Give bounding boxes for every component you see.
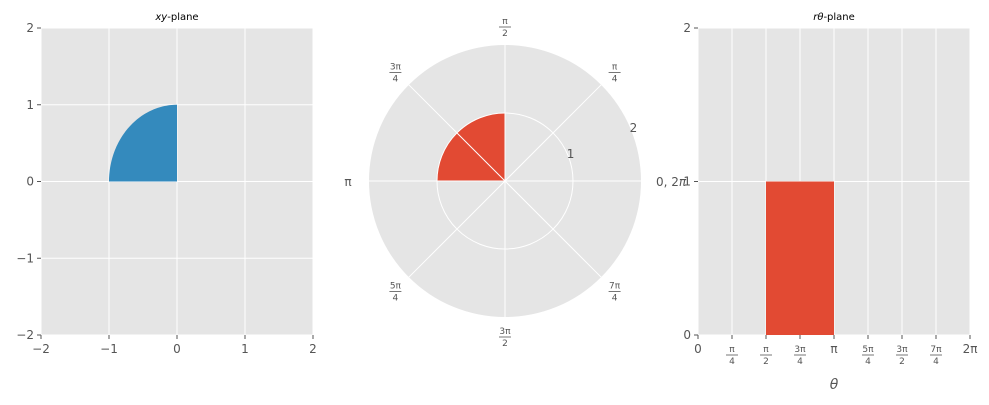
rtheta-xtick-label: 5π4 (861, 345, 874, 367)
rtheta-xtick-label: π4 (725, 345, 738, 367)
polar-theta-label: 3π4 (389, 62, 402, 84)
polar-theta-label-denominator: 4 (612, 294, 618, 304)
rtheta-xtick-label: 3π2 (895, 345, 908, 367)
rtheta-xtick-label: 0 (694, 342, 702, 356)
polar-theta-label-numerator: 7π (609, 282, 621, 292)
rtheta-xtick-label: 7π4 (929, 345, 942, 367)
xy-ytick-label: 1 (26, 98, 34, 112)
rtheta-ytick-label: 0 (683, 328, 691, 342)
xy-ytick-label: −2 (16, 328, 34, 342)
rtheta-xtick-label-denominator: 4 (865, 357, 871, 367)
rtheta-xtick-label-denominator: 4 (729, 357, 735, 367)
rtheta-xtick-label: 3π4 (793, 345, 806, 367)
xy-ytick-label: 2 (26, 21, 34, 35)
polar-theta-label-denominator: 2 (502, 29, 508, 39)
rtheta-xtick-label: 2π (963, 342, 978, 356)
polar-theta-label-numerator: π (502, 17, 508, 27)
r-theta-plane-region (766, 181, 834, 335)
polar-theta-label-numerator: 3π (499, 327, 511, 337)
xy-ytick-label: −1 (16, 251, 34, 265)
rtheta-xtick-label-numerator: 5π (862, 345, 874, 355)
r-theta-plane-title: rθ-plane (813, 12, 855, 23)
polar-theta-label-numerator: 5π (390, 282, 402, 292)
rtheta-xtick-label-numerator: 3π (794, 345, 806, 355)
rtheta-xtick-label: π (830, 342, 837, 356)
xy-xtick-label: 2 (309, 342, 317, 356)
polar-theta-label: 5π4 (389, 282, 402, 304)
polar-theta-label: 3π2 (499, 327, 511, 349)
rtheta-xtick-label-denominator: 2 (899, 357, 905, 367)
xy-plane-title: xy-plane (154, 12, 198, 23)
polar-theta-label-denominator: 4 (612, 74, 618, 84)
polar-rtick-label: 1 (567, 147, 575, 161)
polar-theta-label: π2 (499, 17, 511, 39)
rtheta-xtick-label-numerator: 7π (930, 345, 942, 355)
polar-theta-label-numerator: 3π (390, 62, 402, 72)
polar-theta-label-denominator: 4 (393, 74, 399, 84)
rtheta-ytick-label: 2 (683, 21, 691, 35)
xy-ytick-label: 0 (26, 175, 34, 189)
polar-theta-label-denominator: 2 (502, 339, 508, 349)
polar-theta-label-numerator: π (612, 62, 618, 72)
polar-theta-label: π4 (608, 62, 621, 84)
polar-theta-label: 7π4 (608, 282, 621, 304)
xy-xtick-label: −1 (100, 342, 118, 356)
polar-rtick-label: 2 (630, 121, 638, 135)
rtheta-xtick-label-denominator: 4 (797, 357, 803, 367)
rtheta-xtick-label: π2 (759, 345, 772, 367)
rtheta-xtick-label-denominator: 4 (933, 357, 939, 367)
polar-grid-spoke (408, 84, 506, 182)
rtheta-xtick-label-numerator: 3π (896, 345, 908, 355)
rtheta-xtick-label-denominator: 2 (763, 357, 769, 367)
rtheta-ytick-label: 1 (683, 175, 691, 189)
xy-plane-region (109, 104, 177, 182)
xy-xtick-label: 1 (241, 342, 249, 356)
xy-plane-ticks: −2−2 −1 −1 0 0 1 1 2 2 (16, 21, 317, 356)
xy-xtick-label: 0 (173, 342, 181, 356)
xy-plane-panel: −2−2 −1 −1 0 0 1 1 2 2 xy-plane (16, 12, 317, 356)
rtheta-xtick-label-numerator: π (729, 345, 735, 355)
r-theta-plane-xlabel: θ (830, 377, 839, 393)
polar-theta-label-denominator: 4 (393, 294, 399, 304)
polar-grid-spoke (504, 84, 602, 182)
polar-grid-spoke (408, 180, 506, 278)
polar-theta-label: π (344, 175, 351, 189)
polar-theta-label: 0, 2π (656, 175, 687, 189)
rtheta-xtick-label-numerator: π (763, 345, 769, 355)
xy-xtick-label: −2 (32, 342, 50, 356)
polar-grid-spoke (504, 180, 602, 278)
